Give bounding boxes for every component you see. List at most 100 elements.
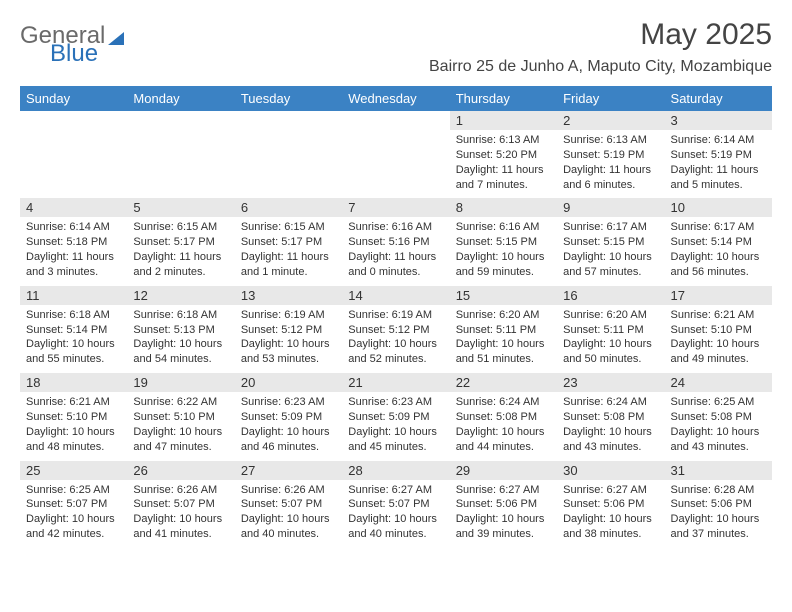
day-d2: and 44 minutes. bbox=[456, 440, 551, 455]
calendar-table: Sunday Monday Tuesday Wednesday Thursday… bbox=[20, 86, 772, 548]
day-detail-cell: Sunrise: 6:26 AMSunset: 5:07 PMDaylight:… bbox=[235, 480, 342, 548]
day-detail-cell: Sunrise: 6:18 AMSunset: 5:13 PMDaylight:… bbox=[127, 305, 234, 373]
day-number-cell: 7 bbox=[342, 198, 449, 217]
day-detail-cell: Sunrise: 6:21 AMSunset: 5:10 PMDaylight:… bbox=[665, 305, 772, 373]
calendar-page: General Blue May 2025 Bairro 25 de Junho… bbox=[0, 0, 792, 612]
day-detail-cell: Sunrise: 6:23 AMSunset: 5:09 PMDaylight:… bbox=[235, 392, 342, 460]
day-d2: and 43 minutes. bbox=[671, 440, 766, 455]
day-d1: Daylight: 10 hours bbox=[133, 512, 228, 527]
day-ss: Sunset: 5:12 PM bbox=[348, 323, 443, 338]
day-d1: Daylight: 10 hours bbox=[456, 337, 551, 352]
day-detail-cell: Sunrise: 6:16 AMSunset: 5:16 PMDaylight:… bbox=[342, 217, 449, 285]
day-d2: and 40 minutes. bbox=[348, 527, 443, 542]
day-d2: and 43 minutes. bbox=[563, 440, 658, 455]
day-d2: and 50 minutes. bbox=[563, 352, 658, 367]
day-d1: Daylight: 10 hours bbox=[671, 512, 766, 527]
day-d2: and 41 minutes. bbox=[133, 527, 228, 542]
day-detail-cell: Sunrise: 6:16 AMSunset: 5:15 PMDaylight:… bbox=[450, 217, 557, 285]
day-d2: and 40 minutes. bbox=[241, 527, 336, 542]
day-d2: and 0 minutes. bbox=[348, 265, 443, 280]
day-number-cell: 6 bbox=[235, 198, 342, 217]
day-ss: Sunset: 5:18 PM bbox=[26, 235, 121, 250]
day-d2: and 54 minutes. bbox=[133, 352, 228, 367]
day-ss: Sunset: 5:19 PM bbox=[563, 148, 658, 163]
day-d1: Daylight: 10 hours bbox=[348, 337, 443, 352]
location-subtitle: Bairro 25 de Junho A, Maputo City, Mozam… bbox=[429, 58, 772, 76]
brand-word-2: Blue bbox=[50, 42, 105, 66]
day-detail-cell: Sunrise: 6:25 AMSunset: 5:07 PMDaylight:… bbox=[20, 480, 127, 548]
day-d2: and 59 minutes. bbox=[456, 265, 551, 280]
day-d2: and 48 minutes. bbox=[26, 440, 121, 455]
day-sr: Sunrise: 6:18 AM bbox=[26, 308, 121, 323]
calendar-header-row: Sunday Monday Tuesday Wednesday Thursday… bbox=[20, 86, 772, 111]
day-d1: Daylight: 11 hours bbox=[348, 250, 443, 265]
day-sr: Sunrise: 6:20 AM bbox=[456, 308, 551, 323]
week-detail-row: Sunrise: 6:21 AMSunset: 5:10 PMDaylight:… bbox=[20, 392, 772, 460]
day-d2: and 1 minute. bbox=[241, 265, 336, 280]
day-number-cell: 18 bbox=[20, 373, 127, 392]
day-d2: and 56 minutes. bbox=[671, 265, 766, 280]
day-number-cell: 14 bbox=[342, 286, 449, 305]
day-ss: Sunset: 5:07 PM bbox=[348, 497, 443, 512]
day-d2: and 55 minutes. bbox=[26, 352, 121, 367]
day-ss: Sunset: 5:09 PM bbox=[241, 410, 336, 425]
day-number-cell: 12 bbox=[127, 286, 234, 305]
day-d1: Daylight: 10 hours bbox=[348, 512, 443, 527]
week-daynum-row: 25262728293031 bbox=[20, 461, 772, 480]
month-title: May 2025 bbox=[429, 18, 772, 52]
day-d1: Daylight: 10 hours bbox=[133, 337, 228, 352]
day-d1: Daylight: 10 hours bbox=[671, 337, 766, 352]
col-monday: Monday bbox=[127, 86, 234, 111]
day-d2: and 7 minutes. bbox=[456, 178, 551, 193]
day-ss: Sunset: 5:08 PM bbox=[563, 410, 658, 425]
day-number-cell: 8 bbox=[450, 198, 557, 217]
logo-wrap: General Blue bbox=[20, 24, 124, 66]
title-block: May 2025 Bairro 25 de Junho A, Maputo Ci… bbox=[429, 18, 772, 82]
day-detail-cell: Sunrise: 6:18 AMSunset: 5:14 PMDaylight:… bbox=[20, 305, 127, 373]
day-d2: and 6 minutes. bbox=[563, 178, 658, 193]
day-ss: Sunset: 5:13 PM bbox=[133, 323, 228, 338]
col-saturday: Saturday bbox=[665, 86, 772, 111]
day-sr: Sunrise: 6:21 AM bbox=[671, 308, 766, 323]
day-ss: Sunset: 5:15 PM bbox=[563, 235, 658, 250]
day-sr: Sunrise: 6:14 AM bbox=[671, 133, 766, 148]
day-detail-cell: Sunrise: 6:28 AMSunset: 5:06 PMDaylight:… bbox=[665, 480, 772, 548]
day-d2: and 47 minutes. bbox=[133, 440, 228, 455]
day-detail-cell: Sunrise: 6:21 AMSunset: 5:10 PMDaylight:… bbox=[20, 392, 127, 460]
day-d1: Daylight: 11 hours bbox=[456, 163, 551, 178]
day-ss: Sunset: 5:11 PM bbox=[563, 323, 658, 338]
day-d1: Daylight: 11 hours bbox=[563, 163, 658, 178]
day-number-cell: 5 bbox=[127, 198, 234, 217]
day-d1: Daylight: 11 hours bbox=[671, 163, 766, 178]
day-detail-cell: Sunrise: 6:22 AMSunset: 5:10 PMDaylight:… bbox=[127, 392, 234, 460]
week-daynum-row: 123 bbox=[20, 111, 772, 130]
week-daynum-row: 18192021222324 bbox=[20, 373, 772, 392]
day-detail-cell: Sunrise: 6:19 AMSunset: 5:12 PMDaylight:… bbox=[342, 305, 449, 373]
day-detail-cell: Sunrise: 6:24 AMSunset: 5:08 PMDaylight:… bbox=[557, 392, 664, 460]
day-d2: and 42 minutes. bbox=[26, 527, 121, 542]
day-ss: Sunset: 5:07 PM bbox=[241, 497, 336, 512]
day-d1: Daylight: 10 hours bbox=[563, 337, 658, 352]
day-number-cell: 10 bbox=[665, 198, 772, 217]
day-number-cell: 15 bbox=[450, 286, 557, 305]
day-d1: Daylight: 11 hours bbox=[133, 250, 228, 265]
logo-triangle-icon bbox=[108, 32, 124, 45]
day-ss: Sunset: 5:06 PM bbox=[563, 497, 658, 512]
day-ss: Sunset: 5:11 PM bbox=[456, 323, 551, 338]
day-ss: Sunset: 5:10 PM bbox=[133, 410, 228, 425]
day-ss: Sunset: 5:17 PM bbox=[133, 235, 228, 250]
day-ss: Sunset: 5:14 PM bbox=[671, 235, 766, 250]
day-detail-cell: Sunrise: 6:25 AMSunset: 5:08 PMDaylight:… bbox=[665, 392, 772, 460]
day-number-cell: 28 bbox=[342, 461, 449, 480]
day-number-cell: 1 bbox=[450, 111, 557, 130]
day-d1: Daylight: 10 hours bbox=[563, 512, 658, 527]
day-d2: and 38 minutes. bbox=[563, 527, 658, 542]
day-detail-cell bbox=[127, 130, 234, 198]
day-sr: Sunrise: 6:25 AM bbox=[26, 483, 121, 498]
day-sr: Sunrise: 6:27 AM bbox=[563, 483, 658, 498]
calendar-body: 123Sunrise: 6:13 AMSunset: 5:20 PMDaylig… bbox=[20, 111, 772, 548]
day-detail-cell: Sunrise: 6:19 AMSunset: 5:12 PMDaylight:… bbox=[235, 305, 342, 373]
day-detail-cell: Sunrise: 6:20 AMSunset: 5:11 PMDaylight:… bbox=[450, 305, 557, 373]
day-detail-cell: Sunrise: 6:15 AMSunset: 5:17 PMDaylight:… bbox=[127, 217, 234, 285]
day-d1: Daylight: 10 hours bbox=[26, 512, 121, 527]
